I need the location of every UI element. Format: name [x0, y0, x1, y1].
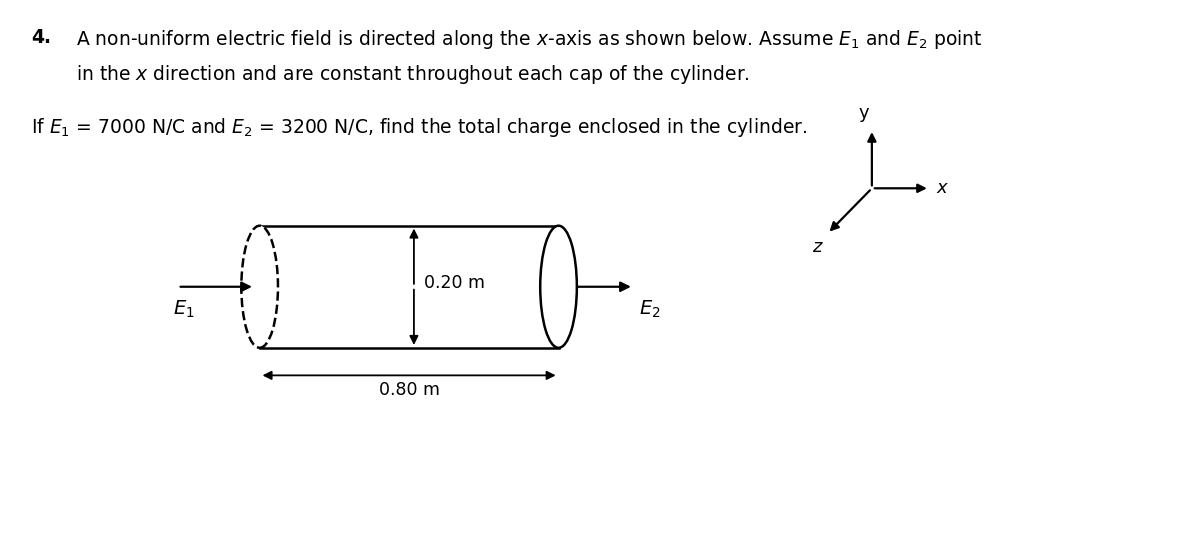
Text: y: y [859, 104, 870, 122]
Text: x: x [936, 179, 947, 197]
Text: in the $x$ direction and are constant throughout each cap of the cylinder.: in the $x$ direction and are constant th… [77, 63, 750, 86]
Text: $E_2$: $E_2$ [638, 299, 660, 320]
Text: A non-uniform electric field is directed along the $x$-axis as shown below. Assu: A non-uniform electric field is directed… [77, 28, 983, 51]
Text: 0.20 m: 0.20 m [424, 274, 485, 292]
Text: z: z [812, 237, 822, 255]
Text: 4.: 4. [31, 28, 52, 47]
Ellipse shape [540, 225, 577, 348]
Ellipse shape [241, 225, 278, 348]
Text: 0.80 m: 0.80 m [378, 381, 439, 399]
Text: If $E_1$ = 7000 N/C and $E_2$ = 3200 N/C, find the total charge enclosed in the : If $E_1$ = 7000 N/C and $E_2$ = 3200 N/C… [31, 117, 808, 139]
Text: $E_1$: $E_1$ [173, 299, 194, 320]
